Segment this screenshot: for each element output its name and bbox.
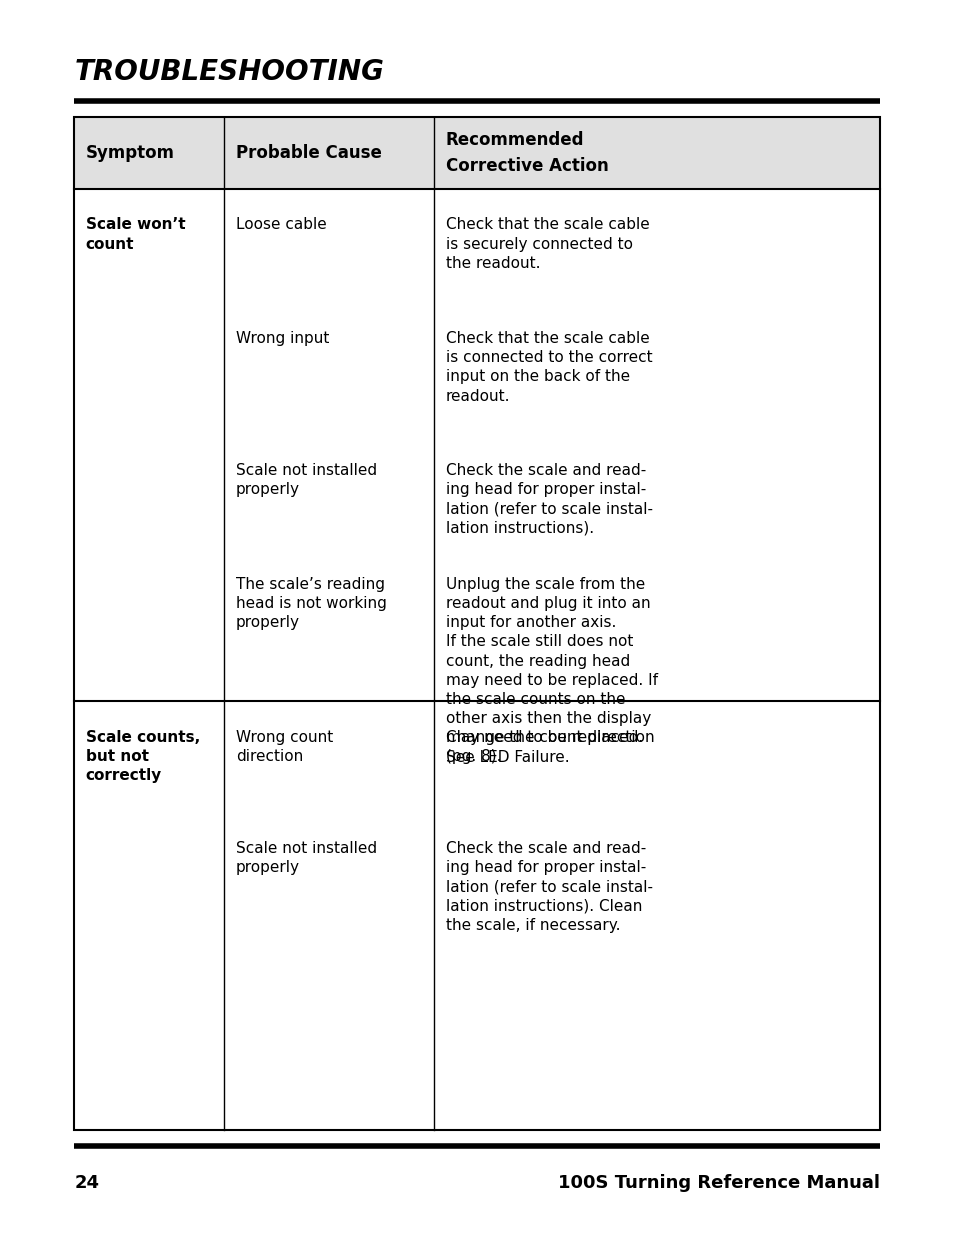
Text: Symptom: Symptom [86, 144, 174, 162]
Text: 100S Turning Reference Manual: 100S Turning Reference Manual [557, 1174, 879, 1192]
Bar [74, 117, 879, 1130]
Text: TROUBLESHOOTING: TROUBLESHOOTING [74, 58, 384, 85]
Text: Wrong count
direction: Wrong count direction [235, 730, 333, 764]
Text: The scale’s reading
head is not working
properly: The scale’s reading head is not working … [235, 577, 386, 630]
Text: Loose cable: Loose cable [235, 217, 326, 232]
Text: Recommended: Recommended [445, 131, 583, 149]
Text: Change the count direction
(pg. 8).: Change the count direction (pg. 8). [445, 730, 654, 764]
Text: Scale counts,
but not
correctly: Scale counts, but not correctly [86, 730, 200, 783]
Text: Check that the scale cable
is connected to the correct
input on the back of the
: Check that the scale cable is connected … [445, 331, 652, 404]
Text: Scale won’t
count: Scale won’t count [86, 217, 185, 252]
Text: Check the scale and read-
ing head for proper instal-
lation (refer to scale ins: Check the scale and read- ing head for p… [445, 841, 652, 932]
Text: Check the scale and read-
ing head for proper instal-
lation (refer to scale ins: Check the scale and read- ing head for p… [445, 463, 652, 536]
Text: Scale not installed
properly: Scale not installed properly [235, 841, 376, 876]
Text: Check that the scale cable
is securely connected to
the readout.: Check that the scale cable is securely c… [445, 217, 649, 270]
Text: Wrong input: Wrong input [235, 331, 329, 346]
Text: Scale not installed
properly: Scale not installed properly [235, 463, 376, 498]
Text: 24: 24 [74, 1174, 99, 1192]
Text: Corrective Action: Corrective Action [445, 157, 608, 175]
Text: Unplug the scale from the
readout and plug it into an
input for another axis.
If: Unplug the scale from the readout and pl… [445, 577, 657, 764]
Bar [74, 117, 879, 189]
Text: Probable Cause: Probable Cause [235, 144, 381, 162]
